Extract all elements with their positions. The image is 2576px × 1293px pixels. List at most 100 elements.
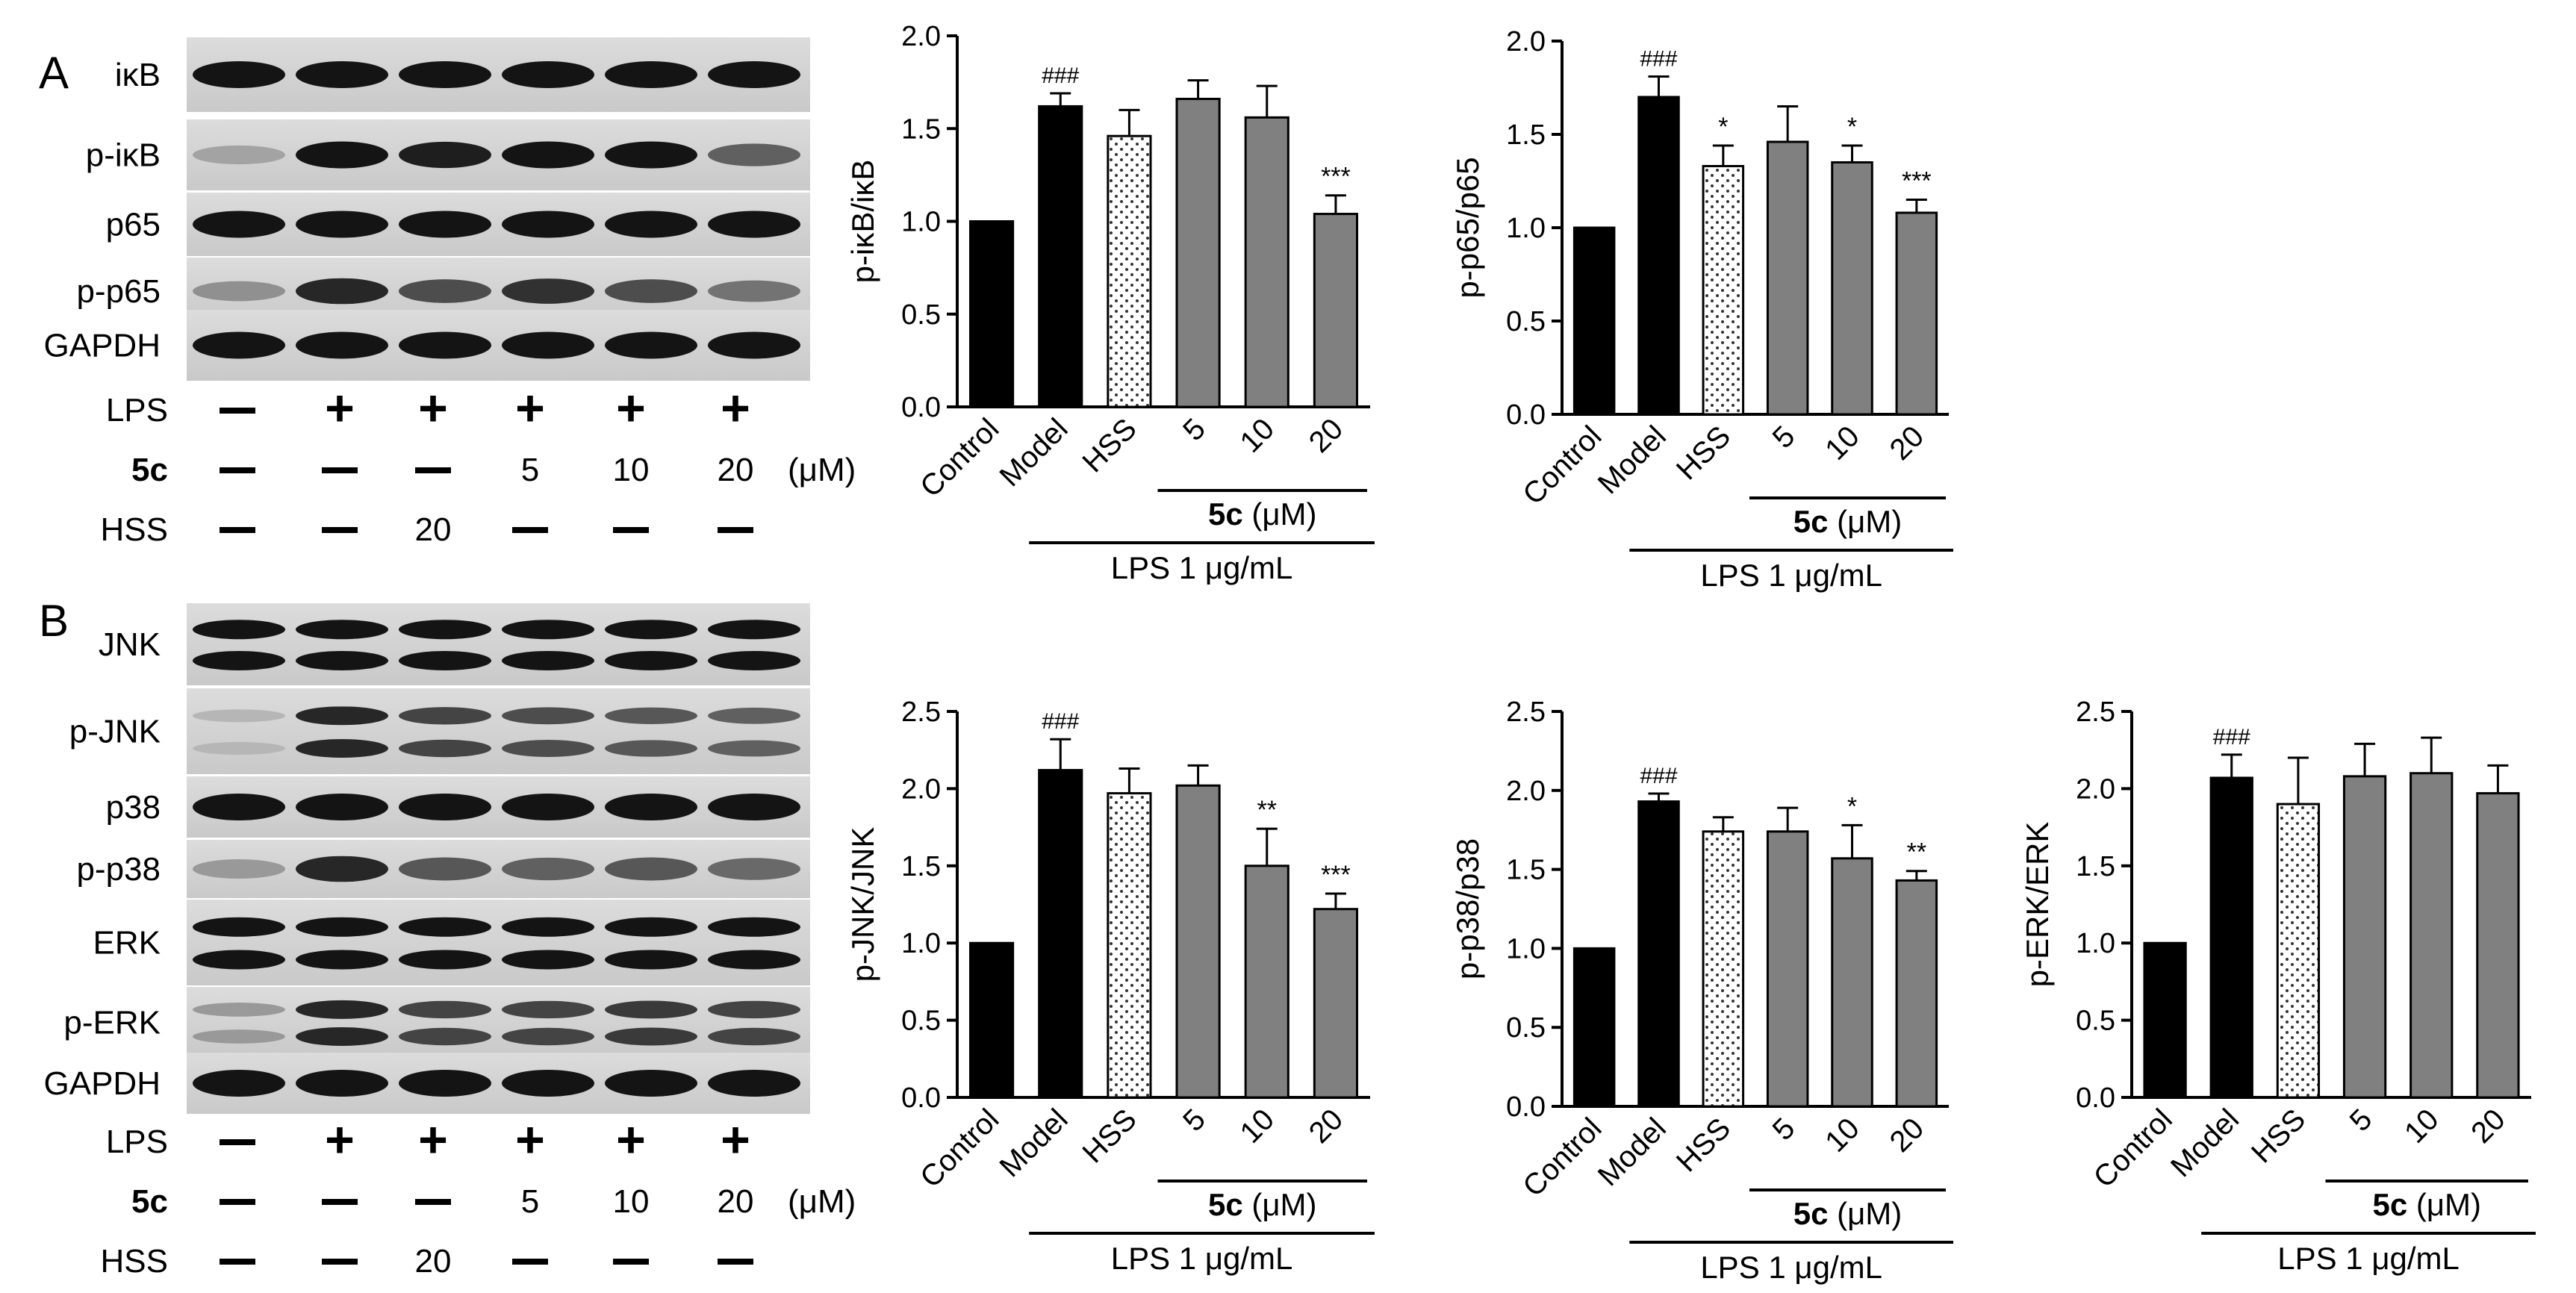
category-label: 5 <box>1767 1112 1802 1147</box>
treatment-minus <box>718 527 753 533</box>
y-tick-label: 1.0 <box>2076 928 2115 959</box>
y-axis-label: p-iκB/iκB <box>845 160 880 284</box>
blot-band <box>399 917 491 937</box>
bar <box>1895 211 1938 416</box>
bar <box>1766 140 1809 416</box>
treatment-plus: + <box>418 1112 448 1168</box>
treatment-minus <box>512 1259 548 1265</box>
blot-band <box>399 857 491 881</box>
blot-band <box>399 1027 491 1046</box>
blot-band <box>296 278 388 305</box>
category-label: Model <box>1592 1112 1673 1192</box>
blot-band <box>399 61 491 88</box>
chart-p-ikb: 0.0 0.5 1.0 1.5 2.0 p-iκB/iκB Control ### Model H… <box>845 21 1375 585</box>
bar <box>1831 161 1873 416</box>
treatment-minus <box>322 527 358 533</box>
y-tick-label: 0.5 <box>1506 1012 1546 1044</box>
bar <box>1107 134 1152 408</box>
treatment-minus <box>415 467 451 473</box>
blot-band <box>193 211 285 238</box>
category-label: Model <box>993 1103 1074 1183</box>
blot-band <box>399 141 491 169</box>
blot-band <box>708 1070 800 1097</box>
category-label: 20 <box>1303 1103 1350 1150</box>
category-label: Control <box>2088 1103 2179 1194</box>
treatment-plus: + <box>616 380 646 437</box>
blot-label: JNK <box>99 626 161 663</box>
blot-band <box>399 950 491 970</box>
category-label: Model <box>2165 1103 2245 1183</box>
treatment-label: LPS <box>106 1124 168 1160</box>
category-label: Model <box>1592 420 1673 500</box>
bracket-5c-label: 5c (μM) <box>1793 504 1903 539</box>
treatment-label: HSS <box>101 1243 168 1280</box>
blot-band <box>296 856 388 882</box>
treatment-minus <box>613 527 649 533</box>
blot-label: p-p65 <box>76 273 161 310</box>
blot-band <box>605 1027 697 1046</box>
category-label: 10 <box>1234 1103 1281 1150</box>
y-tick-label: 2.0 <box>1506 776 1546 807</box>
y-axis-label: p-JNK/JNK <box>845 827 880 982</box>
y-tick-label: 0.0 <box>2076 1082 2115 1114</box>
bar <box>1766 830 1809 1108</box>
y-tick-label: 0.5 <box>1506 306 1546 337</box>
blot-band <box>193 1029 285 1044</box>
blot-strip <box>187 840 810 898</box>
treatment-table-a: LPS + + + + +5c 5 10 20 HSS 20 (μM) <box>101 380 856 548</box>
blot-label: p-JNK <box>69 714 161 750</box>
category-label: 20 <box>1303 412 1350 459</box>
y-tick-label: 1.5 <box>1506 119 1546 151</box>
bar <box>1244 116 1289 408</box>
category-label: 10 <box>2398 1103 2445 1150</box>
bracket-lps-label: LPS 1 μg/mL <box>2277 1241 2460 1276</box>
treatment-value: 10 <box>613 452 650 488</box>
blot-band <box>708 740 800 757</box>
blot-band <box>605 141 697 169</box>
blot-band <box>399 707 491 725</box>
treatment-table-b: LPS + + + + +5c 5 10 20 HSS 20 (μM) <box>101 1112 856 1280</box>
blot-band <box>399 279 491 303</box>
blot-band <box>605 620 697 640</box>
y-tick-label: 1.0 <box>901 928 941 959</box>
panel-a-label: A <box>39 48 69 98</box>
blot-band <box>605 651 697 670</box>
bracket-5c-label: 5c (μM) <box>1208 496 1317 532</box>
blot-band <box>399 651 491 670</box>
treatment-minus <box>718 1259 753 1265</box>
treatment-minus <box>512 527 548 533</box>
bar <box>1038 105 1083 408</box>
blot-band <box>193 145 285 165</box>
bracket-lps-label: LPS 1 μg/mL <box>1111 1241 1293 1276</box>
y-axis-label: p-p65/p65 <box>1450 157 1485 298</box>
treatment-plus: + <box>616 1112 646 1168</box>
blot-band <box>296 331 388 359</box>
blot-band <box>296 917 388 937</box>
y-tick-label: 0.0 <box>1506 399 1546 431</box>
treatment-value: 20 <box>415 1243 452 1280</box>
blot-band <box>605 794 697 820</box>
category-label: 10 <box>1819 1112 1866 1159</box>
blot-band <box>193 917 285 937</box>
blot-band <box>605 740 697 757</box>
blot-band <box>296 61 388 88</box>
bracket-5c-label: 5c (μM) <box>1208 1187 1317 1222</box>
significance-label: ** <box>1907 838 1926 867</box>
treatment-minus <box>415 1199 451 1205</box>
treatment-minus <box>220 1139 255 1145</box>
significance-label: * <box>1847 792 1857 820</box>
blot-band <box>502 141 594 169</box>
significance-label: *** <box>1902 167 1932 196</box>
chart-p-erk: 0.0 0.5 1.0 1.5 2.0 2.5 p-ERK/ERK Control ### Mod… <box>2020 697 2536 1276</box>
bar <box>2342 775 2387 1099</box>
treatment-label: LPS <box>106 392 168 429</box>
y-tick-label: 0.5 <box>2076 1006 2115 1037</box>
category-label: 5 <box>1177 1103 1212 1138</box>
y-tick-label: 1.5 <box>901 851 941 882</box>
category-label: HSS <box>1670 420 1737 486</box>
y-axis-label: p-ERK/ERK <box>2020 822 2055 988</box>
blot-band <box>708 707 800 724</box>
y-tick-label: 1.0 <box>901 207 941 238</box>
blot-band <box>708 858 800 880</box>
